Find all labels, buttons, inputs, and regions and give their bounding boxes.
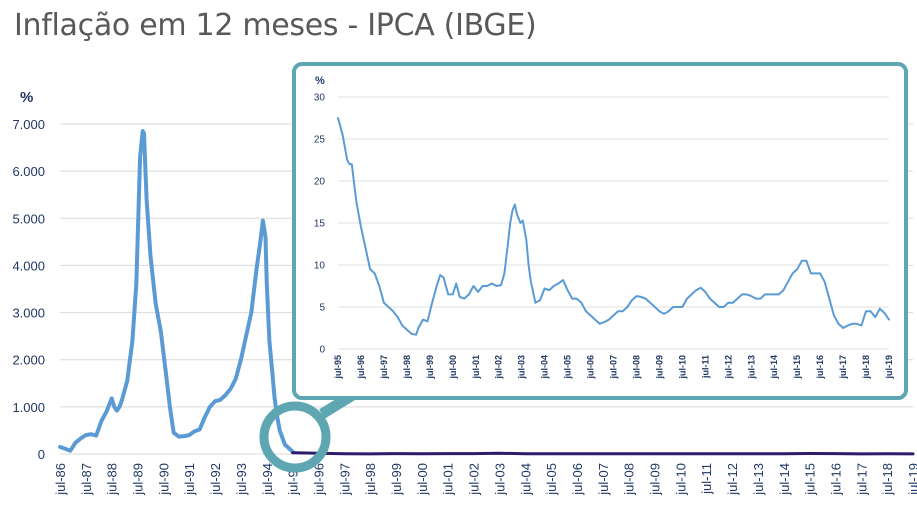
inset-x-tick-label: jul-19 — [884, 355, 894, 380]
main-x-tick-label: jul-96 — [311, 463, 326, 496]
inset-x-tick-label: jul-05 — [563, 355, 573, 380]
inset-x-axis: jul-95 jul-96 jul-97 jul-98 jul-99 jul-00 jul-… — [333, 355, 894, 380]
main-x-tick-label: jul-19 — [906, 463, 917, 496]
main-x-tick-label: jul-88 — [105, 463, 120, 496]
inset-x-tick-label: jul-12 — [723, 355, 733, 380]
main-x-tick-label: jul-14 — [777, 463, 792, 496]
inset-x-tick-label: jul-03 — [517, 355, 527, 380]
main-x-tick-label: jul-91 — [182, 463, 197, 496]
main-x-tick-label: jul-11 — [699, 463, 714, 495]
inset-y-tick-label: 15 — [314, 219, 326, 230]
main-series-line — [291, 451, 915, 456]
inset-x-tick-label: jul-10 — [677, 355, 687, 380]
inset-gridlines — [338, 96, 889, 350]
main-x-tick-label: jul-00 — [415, 463, 430, 496]
main-x-tick-label: jul-12 — [725, 463, 740, 496]
chart-title: Inflação em 12 meses - IPCA (IBGE) — [14, 8, 537, 43]
main-x-tick-label: jul-87 — [79, 463, 94, 496]
main-x-tick-label: jul-86 — [53, 463, 68, 496]
inset-x-tick-label: jul-95 — [333, 355, 343, 380]
main-x-tick-label: jul-02 — [467, 463, 482, 496]
inset-x-tick-label: jul-01 — [471, 355, 481, 380]
main-x-tick-label: jul-04 — [518, 463, 533, 496]
main-x-tick-label: jul-93 — [234, 463, 249, 496]
main-x-tick-label: jul-03 — [492, 463, 507, 496]
main-x-tick-label: jul-17 — [854, 463, 869, 496]
inset-x-tick-label: jul-07 — [609, 355, 619, 380]
main-x-tick-label: jul-09 — [648, 463, 663, 496]
inset-y-tick-label: 20 — [314, 177, 326, 188]
main-y-axis: 0 1.000 2.000 3.000 4.000 5.000 6.000 7.000 — [12, 117, 45, 462]
inset-x-tick-label: jul-98 — [402, 355, 412, 380]
main-x-tick-label: jul-98 — [363, 463, 378, 496]
main-x-tick-label: jul-97 — [337, 463, 352, 496]
main-y-tick-label: 7.000 — [12, 117, 45, 132]
inset-y-axis: 0 5 10 15 20 25 30 — [314, 93, 326, 356]
inset-x-tick-label: jul-04 — [540, 355, 550, 380]
inset-frame — [292, 62, 908, 400]
main-x-tick-label: jul-05 — [544, 463, 559, 496]
inset-x-tick-label: jul-08 — [631, 355, 641, 380]
main-y-tick-label: 4.000 — [12, 258, 45, 273]
main-series-line — [58, 129, 295, 454]
main-y-tick-label: 3.000 — [12, 306, 45, 321]
main-x-tick-label: jul-16 — [828, 463, 843, 496]
inset-x-tick-label: jul-99 — [425, 355, 435, 380]
main-x-tick-label: jul-13 — [751, 463, 766, 496]
inset-x-tick-label: jul-06 — [586, 355, 596, 380]
inset-x-tick-label: jul-14 — [769, 355, 779, 380]
inset-x-tick-label: jul-13 — [746, 355, 756, 380]
main-x-tick-label: jul-10 — [673, 463, 688, 496]
inset-series — [337, 117, 890, 336]
main-x-tick-label: jul-94 — [260, 463, 275, 496]
main-x-axis: jul-86 jul-87 jul-88 jul-89 jul-90 jul-91 jul-… — [53, 463, 917, 496]
inset-x-tick-label: jul-11 — [700, 355, 710, 379]
zoom-circle — [259, 401, 331, 473]
inset-x-tick-label: jul-96 — [356, 355, 366, 380]
main-y-tick-label: 0 — [38, 447, 45, 462]
inset-x-tick-label: jul-16 — [815, 355, 825, 380]
inset-y-tick-label: 25 — [314, 135, 326, 146]
main-x-tick-label: jul-99 — [389, 463, 404, 496]
inset-y-tick-label: 10 — [314, 261, 326, 272]
main-x-tick-label: jul-18 — [880, 463, 895, 496]
inset-x-tick-label: jul-97 — [379, 355, 389, 380]
main-y-tick-label: 1.000 — [12, 400, 45, 415]
main-x-tick-label: jul-90 — [156, 463, 171, 496]
inset-x-tick-label: jul-09 — [654, 355, 664, 380]
main-x-tick-label: jul-06 — [570, 463, 585, 496]
inset-y-tick-label: 5 — [319, 303, 325, 314]
inset-x-tick-label: jul-02 — [494, 355, 504, 380]
inset-y-tick-label: 0 — [319, 345, 325, 356]
main-series — [58, 129, 915, 456]
inset-x-tick-label: jul-18 — [861, 355, 871, 380]
inset-series-line — [337, 117, 890, 336]
main-y-tick-label: 5.000 — [12, 211, 45, 226]
main-x-tick-label: jul-89 — [131, 463, 146, 496]
inset-x-tick-label: jul-15 — [792, 355, 802, 380]
inset-x-tick-label: jul-17 — [838, 355, 848, 380]
main-y-tick-label: 6.000 — [12, 164, 45, 179]
main-x-tick-label: jul-07 — [596, 463, 611, 496]
main-y-tick-label: 2.000 — [12, 353, 45, 368]
main-x-tick-label: jul-15 — [803, 463, 818, 496]
main-x-tick-label: jul-01 — [441, 463, 456, 496]
inset-y-tick-label: 30 — [314, 93, 326, 104]
main-x-tick-label: jul-92 — [208, 463, 223, 496]
inset-y-axis-unit: % — [315, 75, 325, 87]
main-y-axis-unit: % — [20, 89, 33, 106]
inset-x-tick-label: jul-00 — [448, 355, 458, 380]
main-x-tick-label: jul-08 — [622, 463, 637, 496]
